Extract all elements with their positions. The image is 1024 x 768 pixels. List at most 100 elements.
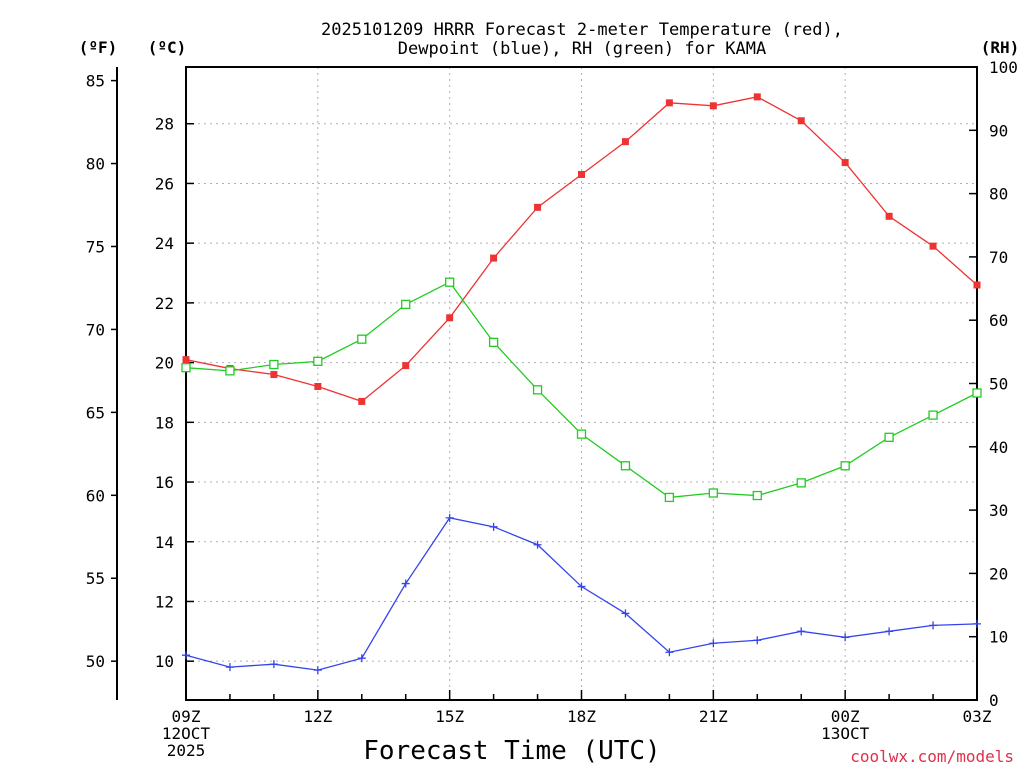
rh-point-21Z (708, 488, 718, 498)
dewpoint-point-00Z (841, 633, 850, 642)
temperature-point-13Z (358, 397, 366, 405)
rh-point-22Z (752, 490, 762, 501)
celsius-unit-label: (ºC) (148, 38, 187, 57)
celsius-tick-label-14: 14 (155, 533, 174, 552)
rh-tick-label-10: 10 (989, 628, 1008, 647)
celsius-tick-label-24: 24 (155, 234, 174, 253)
rh-point-02Z (928, 410, 938, 420)
x-tick-label-21Z-line-1: 21Z (699, 707, 728, 726)
dewpoint-point-13Z (357, 654, 366, 663)
celsius-tick-label-10: 10 (155, 652, 174, 671)
dewpoint-point-22Z (753, 636, 762, 645)
temperature-point-15Z (446, 314, 454, 322)
temperature-point-14Z (402, 362, 410, 370)
dewpoint-point-12Z (313, 666, 322, 675)
rh-point-14Z (401, 299, 411, 310)
dewpoint-point-03Z (973, 619, 981, 628)
temperature-point-23Z (797, 117, 805, 125)
chart-title-line-2: Dewpoint (blue), RH (green) for KAMA (398, 39, 766, 59)
dewpoint-point-15Z (445, 513, 454, 522)
rh-tick-label-0: 0 (989, 691, 999, 710)
temperature-point-19Z (621, 138, 629, 146)
rh-point-20Z (664, 492, 675, 503)
chart-title-line-1: 2025101209 HRRR Forecast 2-meter Tempera… (321, 20, 843, 40)
rh-tick-label-60: 60 (989, 311, 1008, 330)
rh-point-00Z (840, 461, 850, 471)
temperature-point-00Z (841, 159, 849, 167)
x-tick-label-09Z-line-3: 2025 (167, 741, 206, 760)
rh-point-16Z (488, 337, 499, 348)
rh-tick-label-40: 40 (989, 438, 1008, 457)
rh-point-19Z (620, 461, 631, 471)
temperature-point-01Z (885, 212, 893, 220)
fahrenheit-tick-label-50: 50 (86, 652, 105, 671)
temperature-point-02Z (929, 242, 937, 250)
x-tick-label-12Z-line-1: 12Z (303, 707, 332, 726)
rh-point-17Z (532, 385, 543, 395)
rh-tick-label-90: 90 (989, 121, 1008, 140)
rh-tick-label-80: 80 (989, 185, 1008, 204)
rh-tick-label-70: 70 (989, 248, 1008, 267)
x-tick-label-15Z-line-1: 15Z (435, 707, 464, 726)
rh-point-18Z (576, 429, 587, 439)
fahrenheit-tick-label-80: 80 (86, 155, 105, 174)
rh-tick-label-20: 20 (989, 564, 1008, 583)
dewpoint-point-11Z (269, 660, 278, 669)
fahrenheit-tick-label-55: 55 (86, 569, 105, 588)
rh-point-09Z (181, 363, 191, 373)
dewpoint-point-17Z (533, 540, 542, 549)
rh-unit-label: (RH) (981, 38, 1020, 57)
temperature-point-03Z (973, 281, 981, 289)
rh-tick-label-30: 30 (989, 501, 1008, 520)
celsius-tick-label-22: 22 (155, 294, 174, 313)
rh-point-23Z (796, 478, 806, 488)
fahrenheit-tick-label-85: 85 (86, 72, 105, 91)
rh-tick-label-100: 100 (989, 58, 1018, 77)
temperature-point-11Z (270, 371, 278, 379)
fahrenheit-unit-label: (ºF) (79, 38, 118, 57)
dewpoint-point-18Z (577, 582, 586, 591)
rh-point-01Z (884, 432, 894, 442)
fahrenheit-tick-label-70: 70 (86, 320, 105, 339)
celsius-tick-label-18: 18 (155, 413, 174, 432)
rh-tick-label-50: 50 (989, 375, 1008, 394)
dewpoint-point-09Z (182, 651, 190, 660)
dewpoint-point-16Z (489, 522, 498, 531)
rh-point-11Z (269, 359, 279, 370)
x-axis-title: Forecast Time (UTC) (363, 736, 660, 766)
dewpoint-point-10Z (225, 663, 234, 672)
dewpoint-point-20Z (665, 648, 674, 657)
fahrenheit-tick-label-65: 65 (86, 403, 105, 422)
rh-point-15Z (445, 277, 455, 287)
celsius-tick-label-26: 26 (155, 174, 174, 193)
temperature-point-17Z (534, 203, 542, 211)
rh-point-13Z (357, 334, 367, 344)
dewpoint-point-01Z (885, 627, 894, 636)
x-tick-label-09Z-line-1: 09Z (172, 707, 201, 726)
dewpoint-line (185, 517, 978, 671)
dewpoint-point-02Z (929, 621, 938, 630)
temperature-point-16Z (490, 254, 498, 262)
x-tick-label-18Z-line-1: 18Z (567, 707, 596, 726)
celsius-tick-label-16: 16 (155, 473, 174, 492)
series-lines (181, 93, 982, 675)
temperature-point-21Z (709, 102, 717, 110)
tick-labels: 10 12 14 16 18 20 22 24 26 28 50 55 60 65 70 75 80 85 0 10 2… (86, 58, 1018, 760)
temperature-point-18Z (578, 170, 585, 178)
axes (111, 66, 978, 701)
celsius-tick-label-28: 28 (155, 115, 174, 134)
celsius-tick-label-20: 20 (155, 354, 174, 373)
x-tick-label-00Z-line-2: 13OCT (821, 724, 870, 743)
x-tick-label-03Z-line-1: 03Z (963, 707, 992, 726)
dewpoint-point-14Z (401, 579, 410, 588)
temperature-point-09Z (182, 356, 190, 364)
credit-link[interactable]: coolwx.com/models (850, 747, 1014, 766)
temperature-point-20Z (665, 99, 673, 107)
x-tick-label-09Z-line-2: 12OCT (162, 724, 211, 743)
celsius-tick-label-12: 12 (155, 592, 174, 611)
fahrenheit-tick-label-60: 60 (86, 486, 105, 505)
rh-point-12Z (313, 356, 323, 366)
fahrenheit-tick-label-75: 75 (86, 237, 105, 256)
rh-point-10Z (225, 366, 235, 376)
